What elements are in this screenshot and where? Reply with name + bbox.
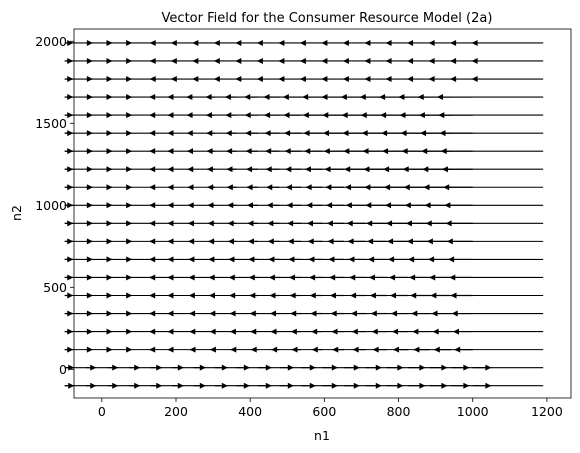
x-tick-label: 0 bbox=[98, 404, 106, 419]
x-tick-label: 1000 bbox=[457, 404, 489, 419]
y-tick-label: 0 bbox=[59, 362, 67, 377]
x-axis-ticks: 0 200 400 600 800 1000 1200 bbox=[98, 398, 563, 419]
x-tick-label: 800 bbox=[387, 404, 411, 419]
x-tick-label: 200 bbox=[164, 404, 188, 419]
x-axis-label: n1 bbox=[314, 428, 330, 443]
quiver-arrows bbox=[64, 39, 544, 389]
chart-title: Vector Field for the Consumer Resource M… bbox=[162, 11, 493, 26]
y-tick-label: 1000 bbox=[35, 198, 67, 213]
y-tick-label: 2000 bbox=[35, 34, 67, 49]
x-tick-label: 400 bbox=[238, 404, 262, 419]
y-tick-label: 500 bbox=[43, 280, 67, 295]
y-axis-ticks: 0 500 1000 1500 2000 bbox=[35, 34, 74, 377]
y-axis-label: n2 bbox=[9, 205, 24, 221]
y-tick-label: 1500 bbox=[35, 116, 67, 131]
x-tick-label: 600 bbox=[312, 404, 336, 419]
plot-frame bbox=[73, 28, 572, 399]
x-tick-label: 1200 bbox=[531, 404, 563, 419]
